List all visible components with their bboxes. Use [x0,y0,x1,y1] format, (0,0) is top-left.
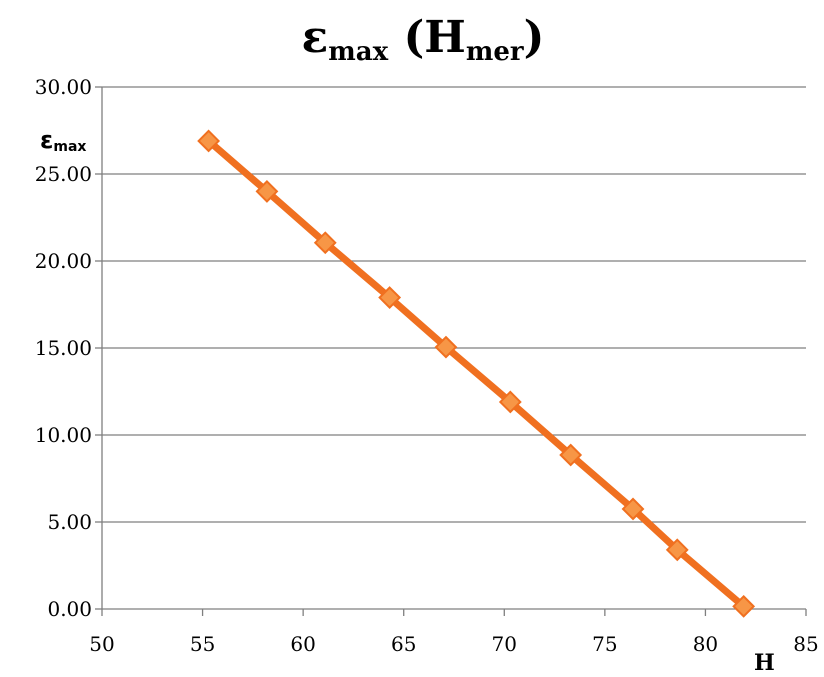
y-tick-label: 20.00 [35,249,92,273]
y-axis-label-subscript: max [53,139,86,155]
x-tick-label: 75 [592,632,617,656]
y-tick-label: 10.00 [35,423,92,447]
data-point-marker [255,179,279,203]
y-axis-label-main: ε [40,126,53,154]
chart-title-paren-subscript: mer [466,37,524,67]
chart-title-main: ε [302,12,329,63]
y-tick-label: 0.00 [47,597,92,621]
series-group [197,129,756,618]
y-tick-label: 30.00 [35,75,92,99]
data-point-marker [621,497,645,521]
x-tick-label: 65 [391,632,416,656]
x-tick-label: 80 [693,632,718,656]
data-point-marker [313,231,337,255]
grid-lines [102,86,806,523]
data-point-marker [434,335,458,359]
data-point-marker [378,286,402,309]
data-point-marker [498,390,522,414]
data-point-marker [559,443,583,467]
y-tick-label: 15.00 [35,336,92,360]
chart-title-main-subscript: max [328,37,388,67]
x-tick-label: 70 [492,632,517,656]
data-point-marker [665,538,689,562]
y-axis-label: εmax [40,126,86,155]
series-line [205,137,748,610]
y-tick-label: 5.00 [47,510,92,534]
y-tick-labels: 0.00 5.00 10.00 15.00 20.00 25.00 30.00 [35,75,92,621]
x-tick-label: 60 [290,632,315,656]
x-tick-labels: 50 55 60 65 70 75 80 85 [89,632,818,656]
y-tick-label: 25.00 [35,162,92,186]
chart-title: εmax (Hmer) [302,12,545,67]
chart-title-paren-open: (H [388,12,466,63]
axes [95,86,807,616]
chart-title-paren-close: ) [524,12,545,63]
x-tick-label: 55 [190,632,215,656]
x-tick-label: 50 [89,632,114,656]
x-tick-label: 85 [793,632,818,656]
x-axis-label: H [754,650,775,676]
data-point-marker [732,594,756,618]
data-point-marker [197,129,221,153]
